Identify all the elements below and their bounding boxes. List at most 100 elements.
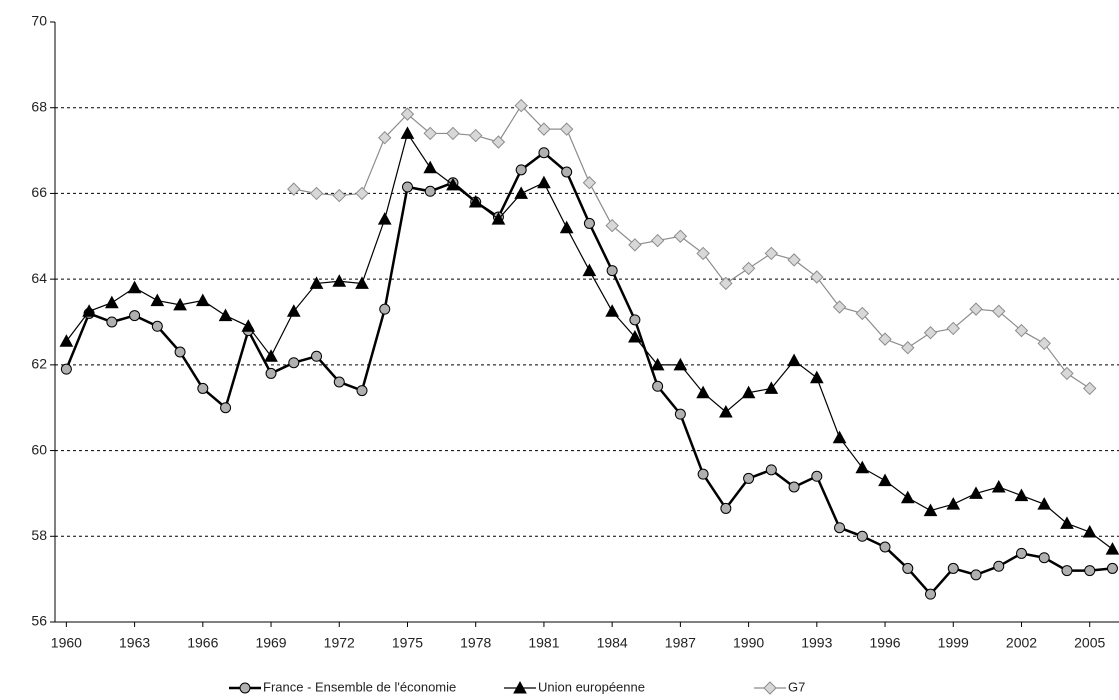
- marker: [515, 164, 527, 176]
- marker: [741, 385, 756, 399]
- marker: [1060, 366, 1074, 381]
- marker: [537, 122, 551, 136]
- marker: [650, 233, 665, 248]
- x-tick-label: 1972: [324, 635, 355, 651]
- x-tick-label: 1960: [51, 635, 82, 651]
- marker: [788, 481, 800, 493]
- marker: [1061, 565, 1073, 577]
- marker: [377, 212, 392, 225]
- marker: [741, 261, 756, 276]
- marker: [288, 357, 300, 369]
- marker: [605, 218, 619, 233]
- legend-marker: [239, 682, 251, 694]
- marker: [241, 319, 256, 332]
- marker: [286, 304, 301, 317]
- legend-label: Union européenne: [538, 679, 645, 694]
- marker: [628, 238, 642, 252]
- marker: [197, 382, 209, 394]
- marker: [1105, 542, 1119, 555]
- marker: [1014, 488, 1029, 502]
- marker: [59, 334, 74, 347]
- x-tick-label: 1993: [801, 635, 832, 651]
- marker: [696, 385, 710, 399]
- legend-item: France - Ensemble de l'économie: [229, 679, 456, 694]
- marker: [697, 468, 709, 480]
- marker: [764, 246, 779, 261]
- marker: [446, 177, 460, 191]
- marker: [628, 329, 642, 343]
- marker: [401, 181, 413, 193]
- marker: [605, 304, 619, 317]
- marker: [106, 316, 118, 328]
- marker: [309, 186, 324, 201]
- marker: [810, 270, 824, 284]
- marker: [719, 404, 733, 418]
- marker: [423, 126, 437, 141]
- marker: [606, 265, 618, 277]
- y-tick-label: 70: [31, 13, 47, 29]
- x-tick-label: 1990: [733, 635, 764, 651]
- marker: [1014, 323, 1029, 338]
- marker: [969, 302, 983, 316]
- marker: [220, 402, 232, 414]
- marker: [1038, 552, 1050, 564]
- marker: [423, 160, 438, 174]
- marker: [538, 147, 550, 159]
- legend-label: G7: [788, 679, 805, 694]
- legend-item: G7: [754, 679, 805, 695]
- x-tick-label: 1999: [938, 635, 969, 651]
- marker: [629, 314, 641, 326]
- legend-item: Union européenne: [504, 679, 645, 694]
- marker: [468, 128, 483, 143]
- marker: [947, 562, 959, 574]
- legend-marker: [513, 680, 527, 694]
- marker: [173, 297, 187, 311]
- marker: [765, 464, 777, 476]
- marker: [355, 186, 369, 201]
- marker: [696, 246, 710, 261]
- marker: [719, 276, 733, 291]
- marker: [150, 293, 165, 307]
- marker: [332, 274, 347, 287]
- marker: [969, 486, 983, 499]
- marker: [582, 263, 597, 277]
- marker: [537, 175, 551, 189]
- x-tick-label: 1966: [187, 635, 218, 651]
- marker: [970, 569, 982, 581]
- marker: [901, 341, 915, 355]
- marker: [60, 363, 72, 375]
- marker: [174, 346, 186, 358]
- marker: [151, 320, 163, 332]
- marker: [1060, 516, 1074, 529]
- y-tick-label: 62: [31, 356, 47, 372]
- y-tick-label: 64: [31, 270, 47, 286]
- marker: [105, 295, 119, 309]
- marker: [355, 276, 369, 289]
- x-tick-label: 1984: [597, 635, 628, 651]
- marker: [1082, 524, 1097, 538]
- y-tick-label: 58: [31, 527, 47, 543]
- marker: [309, 276, 324, 289]
- marker: [195, 293, 210, 307]
- x-tick-label: 1987: [665, 635, 696, 651]
- marker: [400, 126, 415, 139]
- x-tick-label: 1981: [528, 635, 559, 651]
- x-tick-label: 1969: [255, 635, 286, 651]
- marker: [559, 122, 574, 136]
- marker: [834, 522, 846, 534]
- marker: [946, 321, 960, 336]
- marker: [1084, 565, 1096, 577]
- marker: [1083, 381, 1097, 396]
- legend: France - Ensemble de l'économie Union eur…: [229, 679, 805, 695]
- marker: [446, 126, 460, 141]
- marker: [855, 306, 870, 321]
- marker: [720, 502, 732, 514]
- marker: [332, 188, 346, 203]
- marker: [356, 385, 368, 397]
- marker: [561, 166, 573, 178]
- marker: [378, 131, 392, 145]
- x-tick-label: 1963: [119, 635, 150, 651]
- marker: [491, 135, 506, 149]
- marker: [468, 194, 483, 208]
